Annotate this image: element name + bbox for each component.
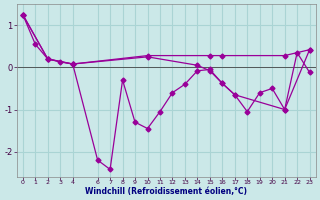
X-axis label: Windchill (Refroidissement éolien,°C): Windchill (Refroidissement éolien,°C) [85, 187, 247, 196]
